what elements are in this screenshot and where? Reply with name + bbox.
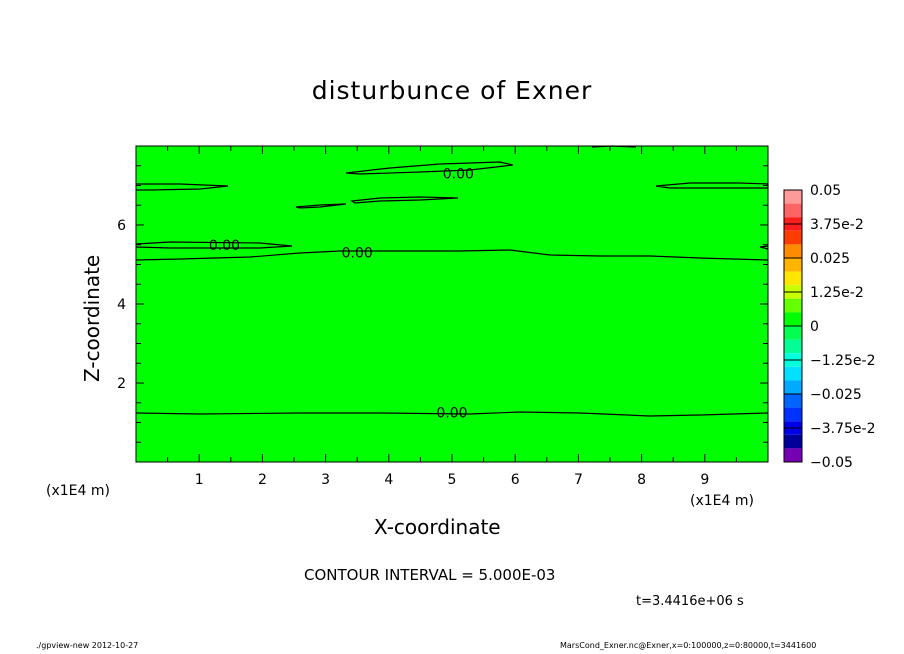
colorbar-label: −1.25e-2 (810, 353, 875, 369)
colorbar-bin (784, 271, 802, 286)
x-tick-label: 7 (574, 472, 583, 488)
contour-label: 0.00 (209, 238, 240, 254)
contour-line (135, 249, 769, 261)
x-tick-label: 3 (321, 472, 330, 488)
colorbar-bin (784, 230, 802, 245)
y-tick-label: 2 (117, 376, 126, 392)
colorbar-label: 3.75e-2 (810, 217, 864, 233)
colorbar-bin (784, 380, 802, 394)
x-tick-label: 8 (637, 472, 646, 488)
chart-title: disturbunce of Exner (311, 76, 593, 105)
colorbar-bin (784, 258, 802, 272)
x-tick-label: 1 (195, 472, 204, 488)
colorbar-label: 0.025 (810, 251, 850, 267)
contour-line (345, 161, 514, 175)
axes: 1 2 3 4 5 6 7 8 9 2 4 6 (117, 145, 769, 488)
contour-label: 0.00 (443, 167, 474, 183)
colorbar-bin (784, 366, 802, 381)
x-axis-label: X-coordinate (374, 515, 501, 539)
colorbar-bin (784, 312, 802, 326)
contour-label: 0.00 (342, 246, 373, 262)
contour-interval-text: CONTOUR INTERVAL = 5.000E-03 (304, 566, 556, 584)
colorbar-bin (784, 244, 802, 258)
contour-line (135, 241, 293, 249)
footer-program-date: ./gpview-new 2012-10-27 (36, 641, 139, 650)
footer-file-info: MarsCond_Exner.nc@Exner,x=0:100000,z=0:8… (560, 641, 817, 650)
x-unit-label-left: (x1E4 m) (46, 483, 110, 499)
contour-line (136, 183, 229, 191)
y-tick-label: 4 (117, 297, 126, 313)
contour-line (135, 411, 769, 417)
colorbar-bin (784, 434, 802, 449)
colorbar-bin (784, 339, 802, 354)
contour-line (759, 245, 769, 250)
x-tick-label: 5 (448, 472, 457, 488)
x-unit-label-right: (x1E4 m) (690, 493, 754, 509)
x-tick-label: 9 (700, 472, 709, 488)
colorbar-label: 0 (810, 319, 819, 335)
colorbar-label: −0.025 (810, 387, 862, 403)
y-tick-label: 6 (117, 218, 126, 234)
y-axis-label: Z-coordinate (80, 254, 104, 382)
colorbar-label: 0.05 (810, 183, 841, 199)
colorbar-bin (784, 448, 802, 462)
time-label: t=3.4416e+06 s (636, 594, 744, 609)
colorbar-bin (784, 203, 802, 218)
colorbar: 0.05 3.75e-2 0.025 1.25e-2 0 −1.25e-2 −0.025 −3… (783, 183, 875, 471)
x-tick-label: 6 (511, 472, 520, 488)
colorbar-label: −0.05 (810, 455, 853, 471)
colorbar-bin (784, 326, 802, 340)
contour-line (295, 203, 347, 209)
contour-line (350, 196, 459, 204)
colorbar-bin (784, 394, 802, 408)
colorbar-label: 1.25e-2 (810, 285, 864, 301)
colorbar-bin (784, 298, 802, 313)
colorbar-bin (784, 190, 802, 204)
colorbar-bin (784, 407, 802, 422)
x-tick-label: 2 (258, 472, 267, 488)
colorbar-label: −3.75e-2 (810, 421, 875, 437)
x-tick-label: 4 (384, 472, 393, 488)
contour-label: 0.00 (436, 406, 467, 422)
